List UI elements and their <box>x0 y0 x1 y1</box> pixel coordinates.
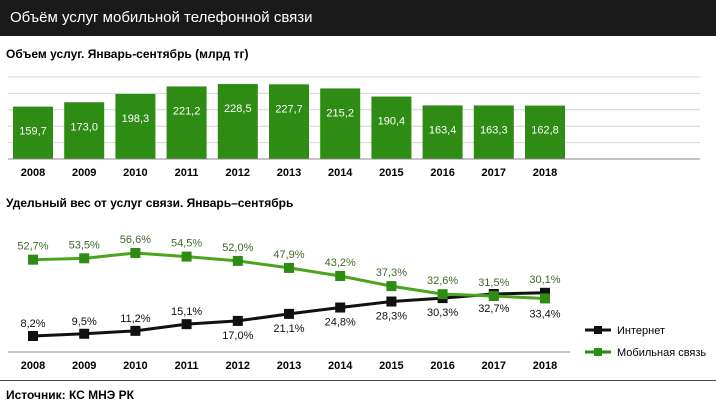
line-chart-title: Удельный вес от услуг связи. Январь–сент… <box>6 196 294 210</box>
x-tick-label: 2013 <box>277 167 301 179</box>
bar-value-label: 162,8 <box>531 125 559 137</box>
mobile-point <box>28 254 38 265</box>
x-tick-label: 2008 <box>21 360 45 372</box>
bar-value-label: 228,5 <box>224 103 252 115</box>
source-note: Источник: КС МНЭ РК <box>6 388 135 402</box>
x-tick-label: 2010 <box>123 360 147 372</box>
mobile-point <box>335 270 346 281</box>
mobile-point <box>386 281 397 292</box>
bar-value-label: 221,2 <box>173 105 201 117</box>
bar-value-label: 159,7 <box>19 126 47 138</box>
bar <box>371 96 412 159</box>
internet-value-label: 21,1% <box>273 323 304 335</box>
mobile-point <box>540 293 550 304</box>
internet-point <box>284 308 294 319</box>
x-tick-label: 2014 <box>328 360 353 372</box>
bar-value-label: 173,0 <box>70 121 98 133</box>
bar <box>422 105 463 159</box>
bar-chart-title: Объем услуг. Январь-сентябрь (млрд тг) <box>6 47 249 61</box>
bar <box>64 102 105 159</box>
mobile-point <box>437 289 448 300</box>
mobile-value-label: 52,7% <box>17 241 48 253</box>
mobile-point <box>488 291 499 302</box>
bar <box>217 84 258 159</box>
bar-value-label: 198,3 <box>122 113 150 125</box>
x-tick-label: 2009 <box>72 167 96 179</box>
internet-value-label: 24,8% <box>325 317 356 329</box>
bar <box>115 93 156 159</box>
bar-value-label: 190,4 <box>378 116 406 128</box>
x-tick-label: 2008 <box>21 167 45 179</box>
internet-value-label: 15,1% <box>171 306 202 318</box>
internet-value-label: 32,7% <box>478 303 509 315</box>
legend-internet: Интернет <box>617 325 665 337</box>
internet-point <box>540 287 550 298</box>
mobile-value-label: 30,1% <box>529 274 560 286</box>
bar <box>13 106 53 159</box>
x-tick-label: 2017 <box>482 360 506 372</box>
internet-value-label: 28,3% <box>376 311 407 323</box>
mobile-point <box>284 262 294 273</box>
mobile-value-label: 53,5% <box>69 239 100 251</box>
internet-point <box>181 319 192 330</box>
mobile-value-label: 43,2% <box>325 257 356 269</box>
legend-marker <box>594 348 602 356</box>
mobile-point <box>79 253 90 264</box>
x-tick-label: 2017 <box>482 167 506 179</box>
internet-value-label: 30,3% <box>427 307 458 319</box>
internet-point <box>386 296 397 307</box>
x-tick-label: 2012 <box>226 360 250 372</box>
bar <box>166 86 207 159</box>
mobile-value-label: 56,6% <box>120 234 151 246</box>
internet-point <box>79 328 90 339</box>
mobile-point <box>181 251 192 262</box>
legend-marker <box>594 326 602 334</box>
x-tick-label: 2018 <box>533 167 557 179</box>
mobile-value-label: 32,6% <box>427 275 458 287</box>
x-tick-label: 2016 <box>430 360 454 372</box>
bar-value-label: 215,2 <box>326 107 354 119</box>
bar-value-label: 163,4 <box>429 124 457 136</box>
internet-value-label: 33,4% <box>529 308 560 320</box>
bar <box>320 88 361 159</box>
internet-value-label: 9,5% <box>72 316 97 328</box>
title-bar: Объём услуг мобильной телефонной связи <box>0 0 716 36</box>
x-tick-label: 2013 <box>277 360 301 372</box>
x-tick-label: 2009 <box>72 360 96 372</box>
mobile-value-label: 47,9% <box>273 249 304 261</box>
mobile-value-label: 54,5% <box>171 238 202 250</box>
x-tick-label: 2011 <box>175 360 199 372</box>
internet-point <box>335 302 346 313</box>
mobile-point <box>232 255 243 266</box>
x-tick-label: 2015 <box>379 167 403 179</box>
internet-value-label: 8,2% <box>20 318 45 330</box>
bar <box>473 105 514 159</box>
mobile-value-label: 31,5% <box>478 277 509 289</box>
x-tick-label: 2014 <box>328 167 353 179</box>
legend-mobile: Мобильная связь <box>617 347 706 359</box>
x-tick-label: 2015 <box>379 360 403 372</box>
mobile-value-label: 52,0% <box>222 242 253 254</box>
x-tick-label: 2012 <box>226 167 250 179</box>
x-tick-label: 2018 <box>533 360 557 372</box>
x-tick-label: 2016 <box>430 167 454 179</box>
internet-value-label: 17,0% <box>222 330 253 342</box>
x-tick-label: 2011 <box>175 167 199 179</box>
page-title: Объём услуг мобильной телефонной связи <box>10 9 313 26</box>
bar-value-label: 227,7 <box>275 103 303 115</box>
internet-point <box>130 325 141 336</box>
bar-value-label: 163,3 <box>480 124 508 136</box>
divider <box>0 380 716 381</box>
internet-point <box>232 315 243 326</box>
mobile-value-label: 37,3% <box>376 267 407 279</box>
mobile-point <box>130 248 141 258</box>
internet-value-label: 11,2% <box>120 313 151 325</box>
internet-point <box>28 331 38 341</box>
bar <box>525 105 565 159</box>
bar <box>269 84 309 159</box>
x-tick-label: 2010 <box>123 167 147 179</box>
